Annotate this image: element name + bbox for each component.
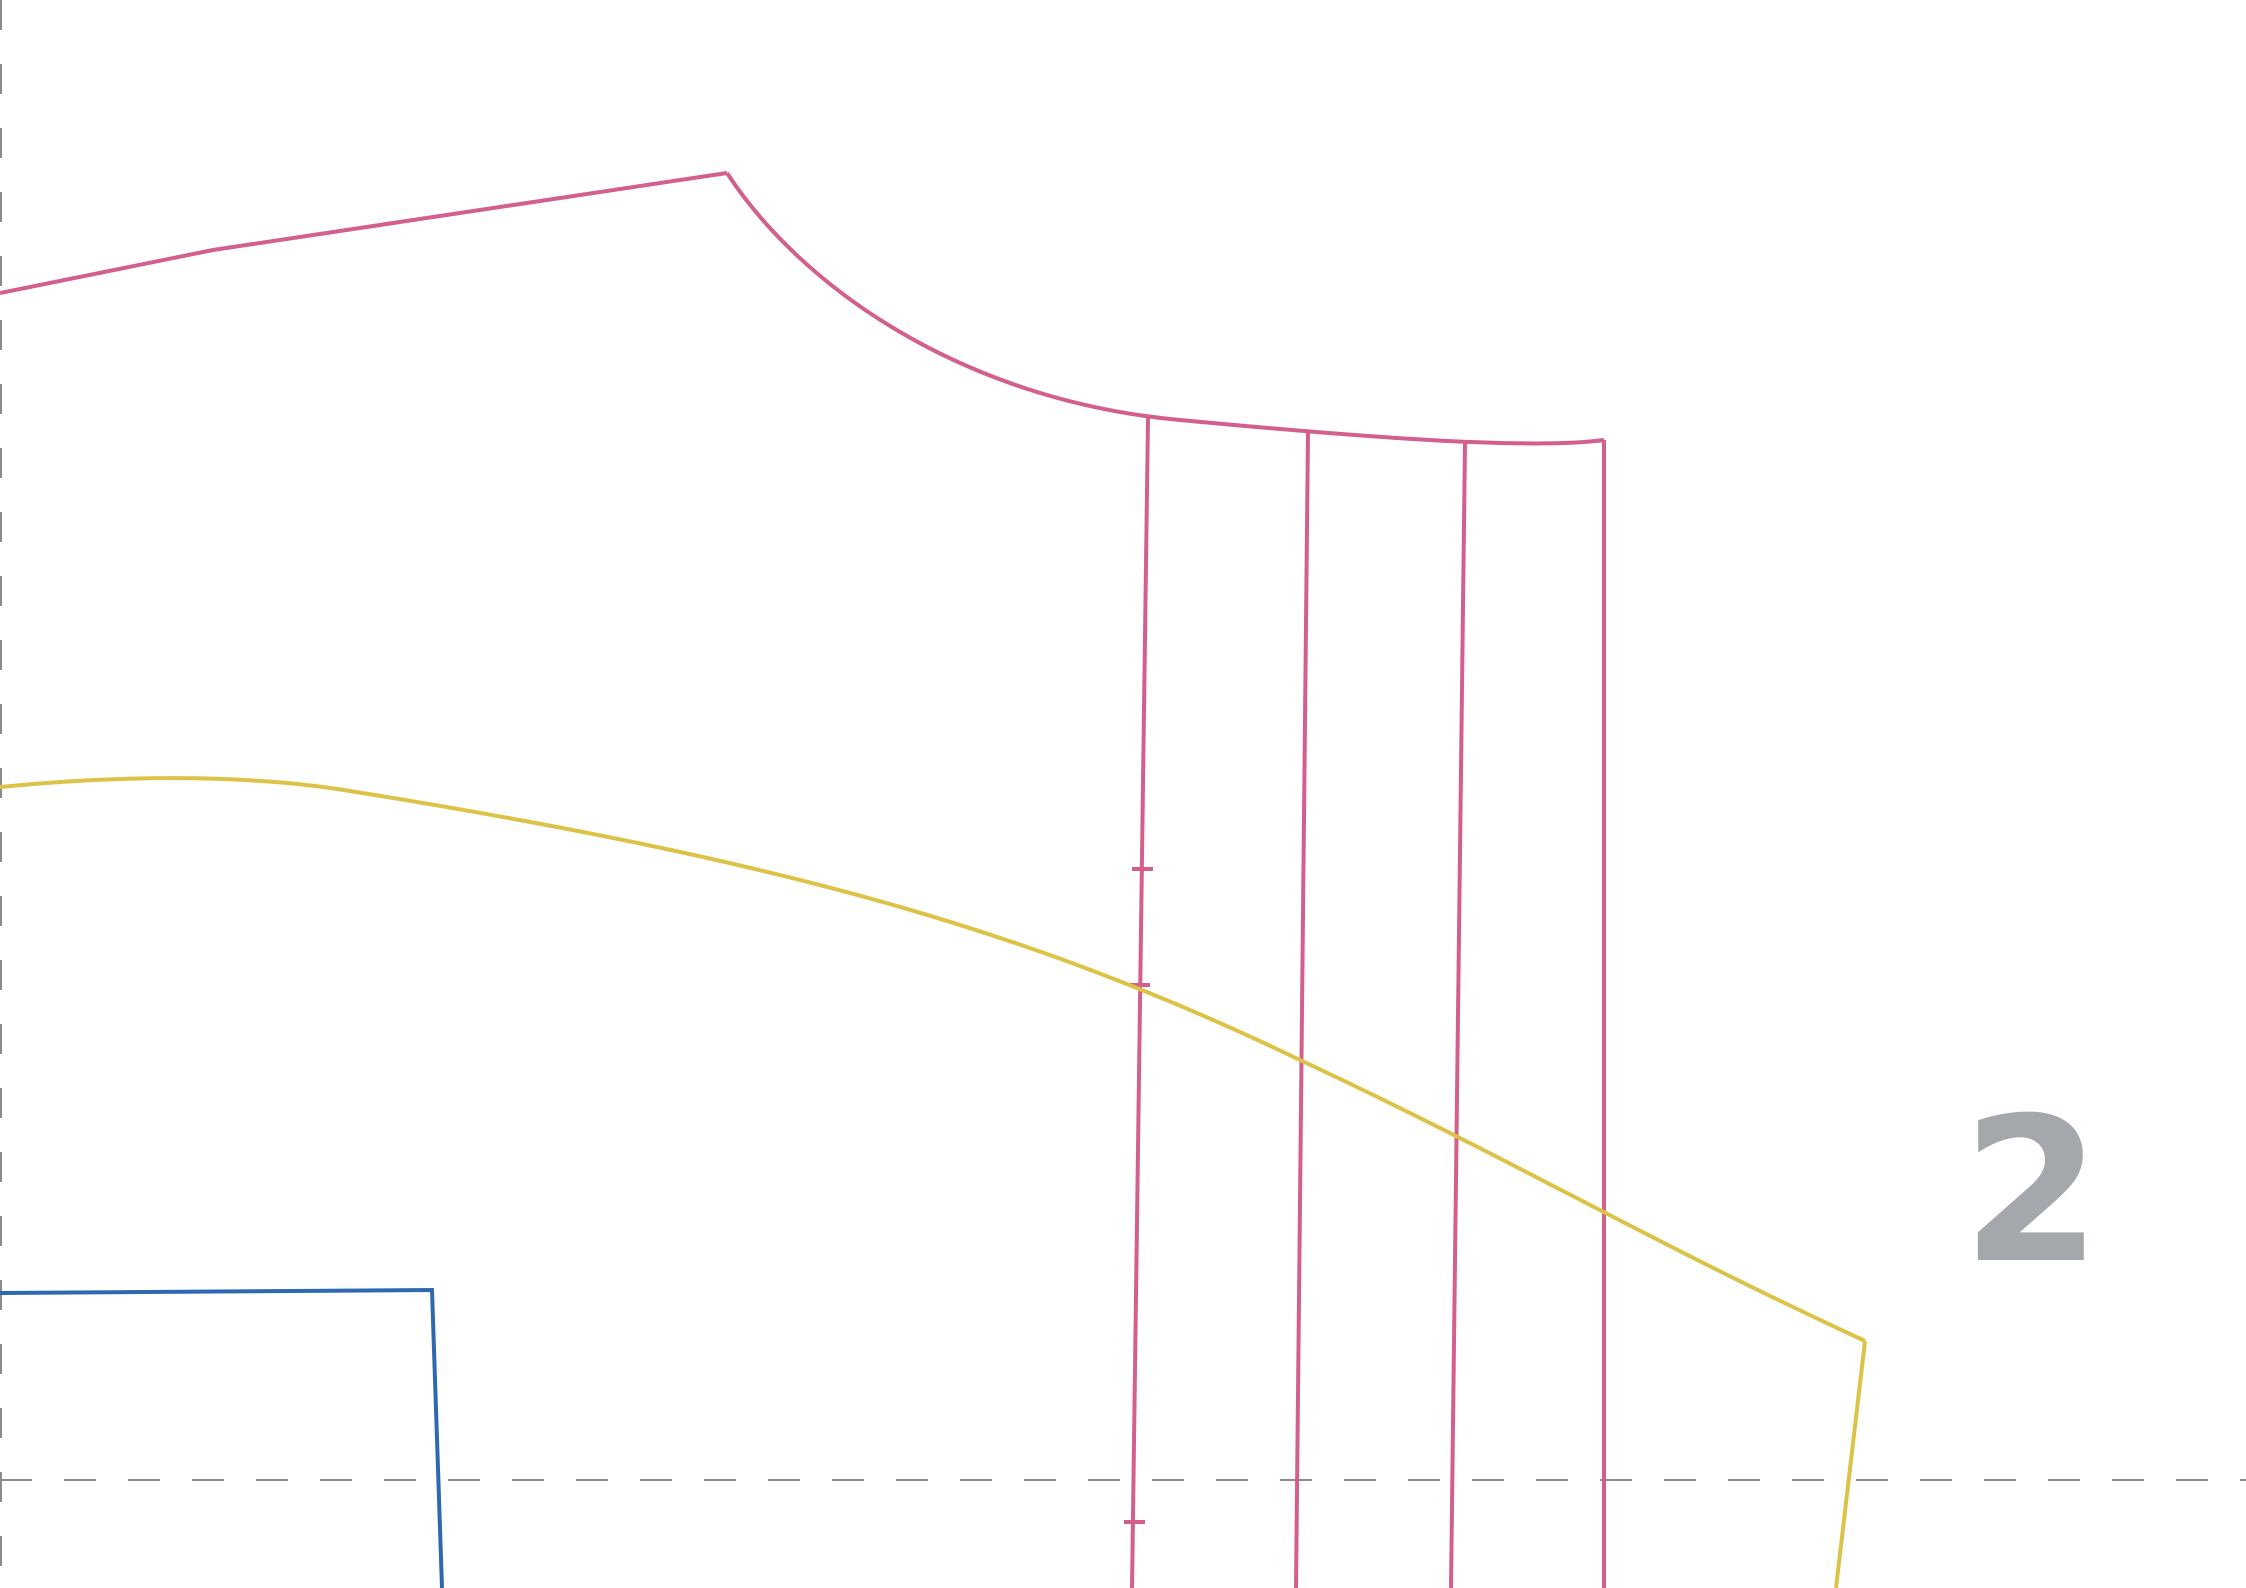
pink-line-3 <box>1449 442 1467 1588</box>
blue-piece <box>0 1287 444 1588</box>
pink-neckline-curve <box>725 171 1605 446</box>
pink-shoulder-line <box>0 171 728 295</box>
pink-line-2 <box>1294 431 1310 1588</box>
page-number: 2 <box>1962 1075 2102 1308</box>
blue-edge <box>0 1287 444 1588</box>
yellow-side-edge <box>1834 1340 1867 1588</box>
yellow-piece <box>0 776 1867 1588</box>
pink-piece <box>0 171 1606 1588</box>
yellow-curve <box>0 776 1866 1343</box>
pink-line-1 <box>1130 417 1150 1588</box>
